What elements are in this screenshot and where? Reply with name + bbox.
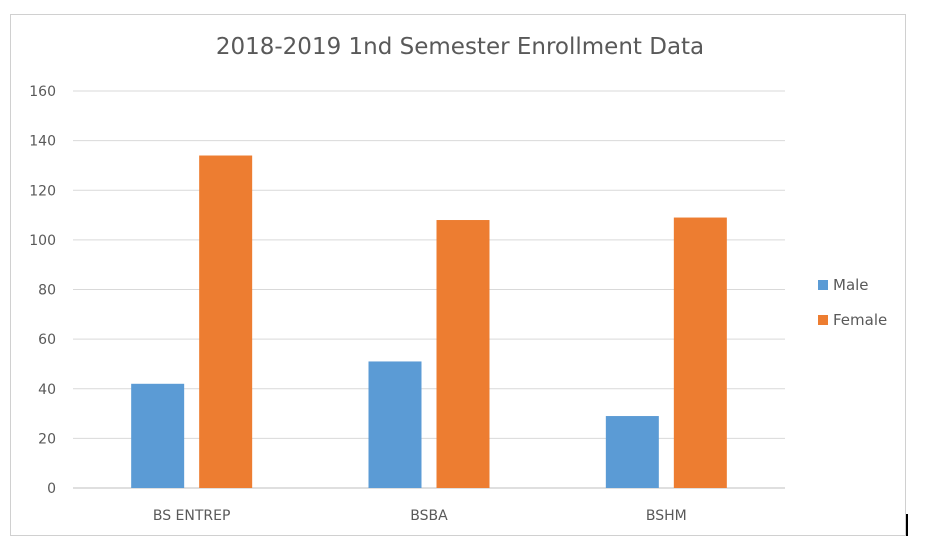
legend-swatch-female — [818, 315, 828, 325]
bar-male-3 — [605, 416, 659, 488]
bar-female-3 — [673, 217, 727, 488]
x-tick-label: BSBA — [410, 508, 448, 524]
x-tick-label: BSHM — [646, 508, 687, 524]
y-tick-label: 40 — [38, 382, 56, 398]
bar-male-2 — [368, 361, 422, 488]
bar-male-1 — [131, 383, 185, 488]
bar-female-2 — [436, 220, 490, 488]
y-tick-label: 80 — [38, 283, 56, 299]
legend-label-female: Female — [833, 311, 888, 329]
legend-item-female: Female — [818, 309, 887, 331]
legend-swatch-male — [818, 280, 828, 290]
y-tick-label: 20 — [38, 431, 56, 447]
legend-item-male: Male — [818, 274, 887, 296]
y-tick-label: 0 — [47, 481, 56, 497]
y-tick-label: 120 — [29, 183, 56, 199]
x-tick-label: BS ENTREP — [153, 508, 231, 524]
legend: Male Female — [818, 274, 887, 344]
y-tick-label: 160 — [29, 84, 56, 100]
y-tick-label: 140 — [29, 134, 56, 150]
y-tick-label: 100 — [29, 233, 56, 249]
y-tick-label: 60 — [38, 332, 56, 348]
chart-title: 2018-2019 1nd Semester Enrollment Data — [215, 34, 705, 60]
bar-female-1 — [199, 155, 253, 488]
edge-mark — [906, 514, 908, 536]
legend-label-male: Male — [833, 276, 869, 294]
